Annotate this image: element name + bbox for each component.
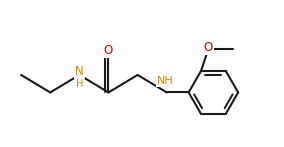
Text: H: H — [76, 79, 83, 89]
Text: N: N — [75, 65, 84, 78]
Text: NH: NH — [157, 76, 174, 86]
Text: O: O — [104, 44, 113, 57]
Text: O: O — [204, 41, 213, 54]
